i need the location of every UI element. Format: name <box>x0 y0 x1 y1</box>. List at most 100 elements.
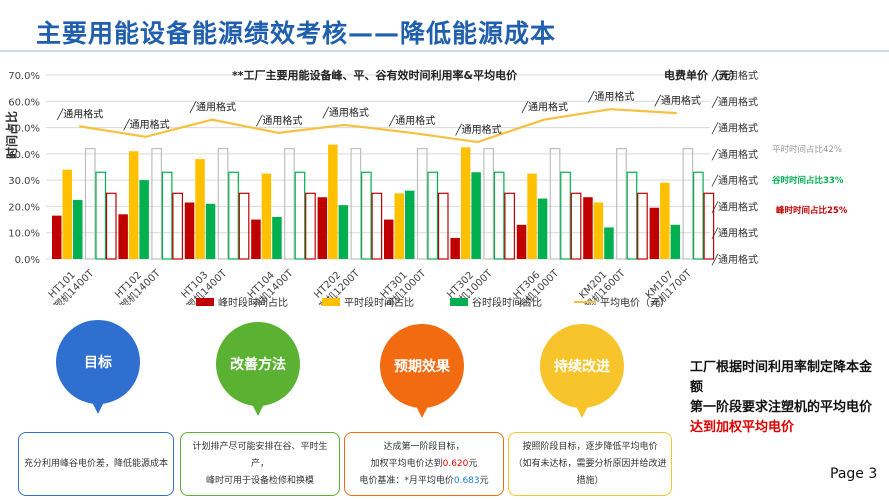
bar-flat <box>460 147 471 259</box>
effect-circle-tail <box>416 406 428 418</box>
effect-base-prefix: 电价基准：*月平均电价 <box>359 475 454 486</box>
effect-target-prefix: 加权平均电价达到 <box>370 458 443 469</box>
reference-bar-valley <box>692 171 704 260</box>
y-tick-label: 60.0% <box>8 97 40 108</box>
legend-flat: 平时段时间占比 <box>322 294 414 309</box>
method-circle-tail <box>252 404 264 416</box>
price-data-label: ╱通用格式 <box>587 90 634 103</box>
side-note-line2: 第一阶段要求注塑机的平均电价达到加权平均电价 <box>690 398 880 438</box>
legend-peak-swatch <box>196 297 214 306</box>
goal-box: 充分利用峰谷电价差，降低能源成本 <box>18 432 174 496</box>
effect-text-1: 达成第一阶段目标， <box>383 441 465 452</box>
bar-flat <box>195 159 205 259</box>
reference-bar-valley <box>560 171 571 260</box>
y2-tick-label: ╱通用格式 <box>711 95 758 108</box>
x-tick-label: HT102注塑机1400T <box>103 259 163 305</box>
effect-box: 达成第一阶段目标， 加权平均电价达到0.620元 电价基准：*月平均电价0.68… <box>344 432 504 496</box>
bar-flat <box>128 151 139 259</box>
bar-peak <box>649 207 660 259</box>
bar-valley <box>272 216 282 259</box>
bar-valley <box>338 205 349 259</box>
method-circle-label: 改善方法 <box>230 357 286 373</box>
x-tick-label: HT101注塑机1400T <box>37 259 97 305</box>
reference-bar-flat <box>483 147 494 260</box>
effect-text-2: 加权平均电价达到0.620元 <box>349 456 499 473</box>
reference-label-valley: 谷时时间占比33% <box>771 175 844 186</box>
legend-peak-label: 峰时段时间占比 <box>218 298 288 309</box>
reference-bar-valley <box>361 171 372 260</box>
reference-bar-peak <box>305 192 316 260</box>
bar-peak <box>184 202 195 259</box>
y-tick-label: 10.0% <box>8 229 40 240</box>
method-text-2: 峰时可用于设备检修和换模 <box>205 475 314 486</box>
legend-peak: 峰时段时间占比 <box>196 294 288 309</box>
y2-tick-label: ╱通用格式 <box>711 253 758 266</box>
y2-tick-label: ╱通用格式 <box>711 200 758 213</box>
bar-valley <box>670 224 681 259</box>
bar-valley <box>205 203 216 259</box>
bar-valley <box>604 227 614 259</box>
reference-bar-peak <box>371 192 383 260</box>
chart: 0.0% ╱通用格式 10.0% ╱通用格式 20.0% ╱通用格式 30.0% ╱通用格式 4… <box>4 68 848 305</box>
improve-circle-label: 持续改进 <box>554 359 610 375</box>
y-tick-label: 0.0% <box>15 255 40 266</box>
legend-price: 平均电价（元） <box>574 294 670 309</box>
reference-label-peak: 峰时时间占比25% <box>776 205 848 216</box>
price-line <box>79 108 677 144</box>
legend-valley-swatch <box>450 297 468 306</box>
improve-text-3: 措施） <box>576 475 604 486</box>
reference-bar-valley <box>626 171 638 260</box>
goal-circle-tail <box>92 402 104 414</box>
y-tick-label: 30.0% <box>8 176 40 187</box>
goal-circle: 目标 <box>56 320 140 414</box>
reference-bar-flat <box>416 147 428 260</box>
improve-text-2: （如有未达标，需要分析原因并给改进 <box>513 458 667 469</box>
price-data-label: ╱通用格式 <box>255 114 302 127</box>
side-note-line2-text: 第一阶段要求注塑机的平均电价 <box>690 400 873 415</box>
effect-circle-label: 预期效果 <box>394 359 450 375</box>
effect-target-value: 0.620 <box>442 458 469 469</box>
bar-peak <box>384 219 394 259</box>
reference-bar-flat <box>350 147 362 260</box>
bar-flat <box>660 182 670 259</box>
reference-bar-peak <box>172 192 183 260</box>
bar-valley <box>537 198 548 259</box>
side-note-highlight: 达到加权平均电价 <box>690 420 795 435</box>
y2-tick-label: ╱通用格式 <box>711 69 758 82</box>
y-tick-label: 50.0% <box>8 124 40 135</box>
bar-flat <box>527 173 537 259</box>
bar-flat <box>62 169 72 259</box>
legend-valley: 谷时段时间占比 <box>450 294 542 309</box>
goal-circle-label: 目标 <box>84 355 112 371</box>
reference-bar-flat <box>217 147 229 260</box>
bar-flat <box>261 173 272 259</box>
reference-bar-valley <box>228 171 239 260</box>
y2-axis-title: 电费单价（元） <box>664 68 741 82</box>
reference-bar-valley <box>493 171 505 260</box>
price-data-label: ╱通用格式 <box>56 107 103 120</box>
reference-bar-flat <box>284 147 295 260</box>
chart-title: **工厂主要用能设备峰、平、谷有效时间利用率&平均电价 <box>232 68 518 82</box>
price-data-label: ╱通用格式 <box>189 101 236 114</box>
page-title: 主要用能设备能源绩效考核——降低能源成本 <box>36 19 557 48</box>
goal-text: 充分利用峰谷电价差，降低能源成本 <box>23 458 168 469</box>
improve-box: 按照阶段目标，逐步降低平均电价 （如有未达标，需要分析原因并给改进 措施） <box>508 432 672 496</box>
price-data-label: ╱通用格式 <box>455 123 502 136</box>
reference-bar-flat <box>151 147 162 260</box>
y2-tick-label: ╱通用格式 <box>711 174 758 187</box>
y2-tick-label: ╱通用格式 <box>711 227 758 240</box>
reference-bar-flat <box>616 147 627 260</box>
bar-peak <box>251 219 261 259</box>
legend-flat-swatch <box>322 297 340 306</box>
effect-text-3: 电价基准：*月平均电价0.683元 <box>349 473 499 490</box>
reference-bar-peak <box>570 192 582 260</box>
side-note-line1: 工厂根据时间利用率制定降本金额 <box>690 360 873 395</box>
y-tick-label: 70.0% <box>8 71 40 82</box>
bar-peak <box>516 224 527 259</box>
y-tick-label: 20.0% <box>8 202 40 213</box>
reference-bar-valley <box>161 171 173 260</box>
reference-bar-flat <box>549 147 561 260</box>
effect-base-value: 0.683 <box>453 475 480 486</box>
side-note: 工厂根据时间利用率制定降本金额 第一阶段要求注塑机的平均电价达到加权平均电价 <box>690 358 880 438</box>
bar-valley <box>405 190 415 259</box>
